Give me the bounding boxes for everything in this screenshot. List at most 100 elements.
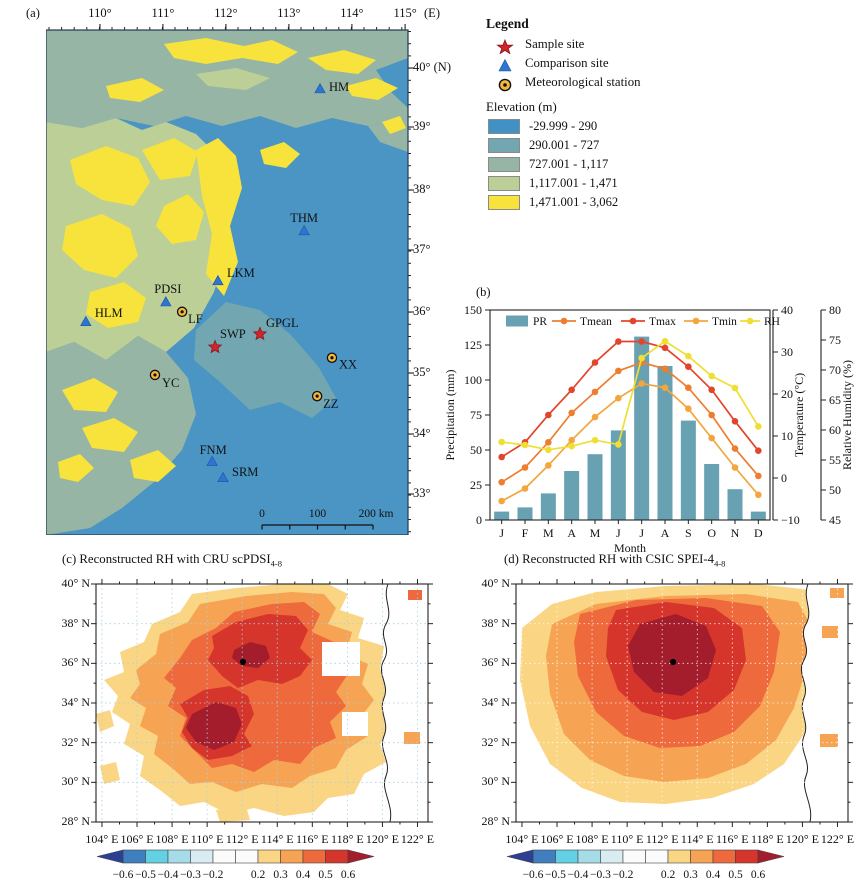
elevation-swatch bbox=[488, 195, 520, 210]
svg-text:F: F bbox=[522, 526, 529, 540]
comparison-site-marker-THM bbox=[298, 224, 310, 236]
lon-tick-label: 110° bbox=[88, 6, 112, 20]
svg-text:0.5: 0.5 bbox=[318, 869, 333, 881]
site-label-LF: LF bbox=[188, 312, 203, 326]
site-label-GPGL: GPGL bbox=[266, 316, 299, 330]
svg-text:125: 125 bbox=[464, 338, 482, 352]
lat-tick-label: 39° bbox=[413, 119, 431, 133]
lon-axis-suffix: (E) bbox=[424, 6, 440, 20]
svg-text:RH: RH bbox=[764, 316, 780, 328]
panel-a-label: (a) bbox=[26, 6, 40, 20]
svg-text:0: 0 bbox=[476, 513, 482, 527]
svg-text:50: 50 bbox=[829, 483, 841, 497]
svg-text:50: 50 bbox=[470, 443, 482, 457]
lat-tick-label: 38° bbox=[413, 182, 431, 196]
geo-lon-label: 112° E bbox=[645, 832, 679, 846]
elevation-range-label: 727.001 - 1,117 bbox=[529, 157, 609, 171]
precip-bar bbox=[704, 464, 720, 520]
svg-text:O: O bbox=[707, 526, 716, 540]
legend-item-met-station: Meteorological station bbox=[494, 75, 721, 94]
svg-text:20: 20 bbox=[781, 387, 793, 401]
geo-lon-label: 104° E bbox=[505, 832, 539, 846]
elevation-class-row: 1,117.001 - 1,471 bbox=[488, 176, 721, 191]
geo-lat-label: 34° N bbox=[481, 695, 510, 709]
svg-text:10: 10 bbox=[781, 429, 793, 443]
svg-text:M: M bbox=[543, 526, 554, 540]
site-label-HLM: HLM bbox=[95, 306, 123, 320]
svg-text:0: 0 bbox=[781, 471, 787, 485]
svg-text:S: S bbox=[685, 526, 692, 540]
svg-text:−0.4: −0.4 bbox=[158, 869, 179, 881]
site-label-HM: HM bbox=[329, 80, 349, 94]
colorbar-d: −0.6 −0.5 −0.4 −0.3 −0.2 0.2 0.3 0.4 0.5 0.6 bbox=[506, 849, 785, 881]
svg-text:0.4: 0.4 bbox=[296, 869, 311, 881]
axis-ticks bbox=[91, 579, 433, 827]
legend-item-comparison-site: Comparison site bbox=[494, 56, 721, 73]
elevation-class-row: 1,471.001 - 3,062 bbox=[488, 195, 721, 210]
svg-text:−0.4: −0.4 bbox=[568, 869, 589, 881]
elevation-class-row: 290.001 - 727 bbox=[488, 138, 721, 153]
Tmin-line bbox=[501, 382, 759, 502]
elevation-legend-title: Elevation (m) bbox=[486, 100, 557, 114]
axis-ticks bbox=[511, 579, 853, 827]
lon-tick-label: 112° bbox=[214, 6, 238, 20]
svg-text:A: A bbox=[567, 526, 576, 540]
lat-tick-label: 34° bbox=[413, 426, 431, 440]
svg-text:N: N bbox=[731, 526, 740, 540]
colorbar-c: −0.6 −0.5 −0.4 −0.3 −0.2 0.2 0.3 0.4 0.5 0.6 bbox=[96, 849, 375, 881]
svg-text:100: 100 bbox=[309, 508, 327, 520]
precip-bar bbox=[657, 366, 673, 520]
comparison-site-marker-PDSI bbox=[160, 296, 172, 307]
geo-lon-label: 104° E bbox=[85, 832, 119, 846]
elevation-class-row: -29.999 - 290 bbox=[488, 119, 721, 134]
sample-site-marker-GPGL bbox=[252, 326, 268, 341]
legend-item-sample-site: Sample site bbox=[494, 37, 721, 54]
comparison-site-triangle-icon bbox=[498, 58, 512, 72]
svg-text:70: 70 bbox=[829, 363, 841, 377]
panel-c-title: (c) Reconstructed RH with CRU scPDSI4-8 bbox=[62, 552, 282, 569]
map-legend: Legend Sample site Comparison site Meteo… bbox=[486, 16, 721, 214]
geo-lat-label: 28° N bbox=[61, 814, 90, 828]
legend-label: Sample site bbox=[525, 37, 585, 51]
elevation-swatch bbox=[488, 138, 520, 153]
site-label-THM: THM bbox=[290, 211, 318, 225]
geo-lat-label: 34° N bbox=[61, 695, 90, 709]
Tmean-line bbox=[501, 361, 759, 483]
geo-lon-label: 114° E bbox=[680, 832, 714, 846]
map-frame bbox=[46, 29, 409, 535]
comparison-site-marker-HLM bbox=[80, 315, 92, 326]
geo-lon-label: 120° E bbox=[365, 832, 399, 846]
geo-lat-label: 30° N bbox=[481, 774, 510, 789]
svg-text:−0.2: −0.2 bbox=[613, 869, 634, 881]
svg-text:0.2: 0.2 bbox=[251, 869, 266, 881]
geo-lon-label: 118° E bbox=[331, 832, 364, 846]
lat-tick-label: 40° (N) bbox=[413, 60, 451, 74]
comparison-site-marker-HM bbox=[314, 82, 326, 94]
geo-lat-label: 38° N bbox=[61, 615, 90, 630]
svg-text:Tmax: Tmax bbox=[649, 316, 676, 328]
precip-bar bbox=[610, 430, 626, 520]
lon-tick-label: 115° bbox=[393, 6, 417, 20]
elevation-range-label: 1,117.001 - 1,471 bbox=[529, 176, 618, 190]
svg-text:D: D bbox=[754, 526, 763, 540]
precip-bar bbox=[750, 511, 766, 520]
legend-title: Legend bbox=[486, 16, 529, 31]
precip-bar bbox=[494, 511, 510, 520]
geo-lat-label: 38° N bbox=[481, 615, 510, 630]
svg-text:0.3: 0.3 bbox=[683, 869, 698, 881]
lon-tick-label: 111° bbox=[151, 6, 175, 20]
svg-text:M: M bbox=[590, 526, 601, 540]
lon-tick-label: 114° bbox=[340, 6, 364, 20]
svg-text:0.2: 0.2 bbox=[661, 869, 676, 881]
geo-lon-label: 112° E bbox=[225, 832, 259, 846]
comparison-site-marker-FNM bbox=[206, 455, 218, 466]
geo-lon-label: 108° E bbox=[575, 832, 609, 846]
sample-site-dot bbox=[239, 658, 247, 666]
elevation-range-label: 1,471.001 - 3,062 bbox=[529, 195, 619, 209]
geo-lat-label: 32° N bbox=[61, 734, 90, 749]
graticule bbox=[516, 584, 848, 822]
svg-text:0.5: 0.5 bbox=[728, 869, 743, 881]
sample-site-dot bbox=[669, 658, 677, 666]
